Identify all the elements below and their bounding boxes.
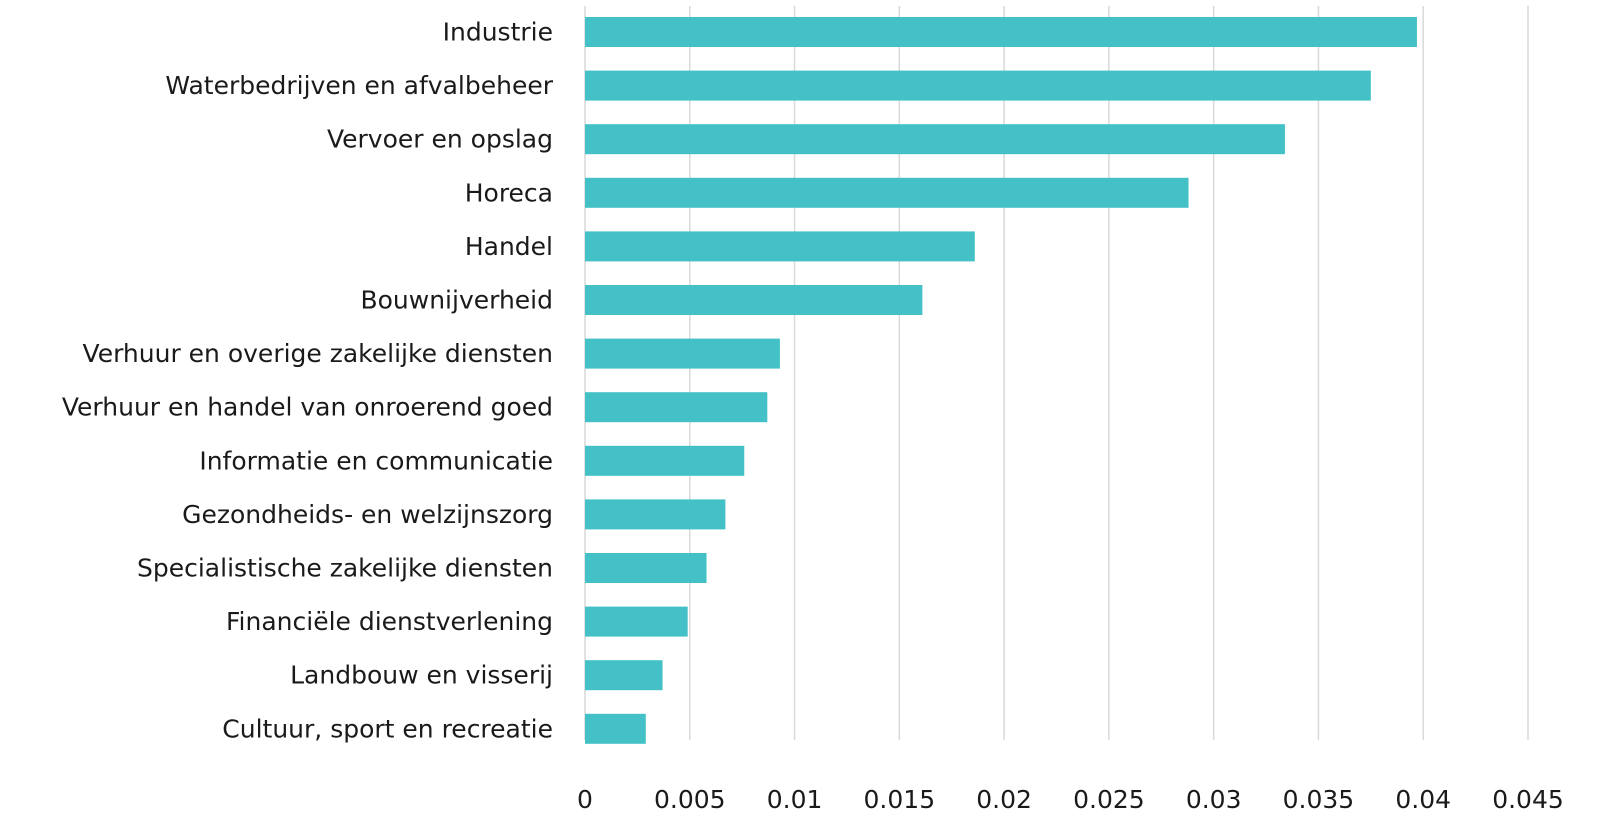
- bar: [585, 70, 1371, 101]
- bar: [585, 445, 745, 476]
- category-label: Financiële dienstverlening: [226, 607, 553, 636]
- bar: [585, 392, 768, 423]
- bar: [585, 606, 688, 637]
- x-tick-label: 0.01: [767, 785, 823, 814]
- x-tick-label: 0.005: [654, 785, 726, 814]
- category-label: Verhuur en handel van onroerend goed: [62, 393, 553, 422]
- category-label: Gezondheids- en welzijnszorg: [182, 500, 553, 529]
- gridlines: [584, 6, 1529, 740]
- category-label: Verhuur en overige zakelijke diensten: [83, 339, 553, 368]
- x-tick-label: 0.025: [1073, 785, 1145, 814]
- bar: [585, 660, 663, 691]
- bar: [585, 124, 1285, 155]
- x-tick-label: 0.02: [976, 785, 1032, 814]
- x-axis-tick-labels: 0 0.005 0.01 0.015 0.02 0.025 0.03 0.035 0.04 0.0…: [577, 785, 1564, 814]
- x-tick-label: 0.045: [1492, 785, 1564, 814]
- bar: [585, 553, 707, 583]
- x-tick-label: 0.04: [1395, 785, 1451, 814]
- bar: [585, 231, 975, 262]
- bar: [585, 499, 726, 530]
- bar: [585, 17, 1417, 47]
- category-label: Waterbedrijven en afvalbeheer: [165, 71, 553, 100]
- category-label: Informatie en communicatie: [199, 446, 553, 475]
- category-label: Landbouw en visserij: [290, 661, 553, 690]
- category-label: Horeca: [465, 178, 553, 207]
- category-label: Handel: [465, 232, 553, 261]
- category-label: Industrie: [443, 18, 553, 47]
- bar: [585, 285, 923, 315]
- category-label: Cultuur, sport en recreatie: [222, 714, 553, 743]
- category-label: Vervoer en opslag: [327, 125, 553, 154]
- x-tick-label: 0: [577, 785, 593, 814]
- x-tick-label: 0.015: [864, 785, 936, 814]
- bar: [585, 338, 780, 369]
- category-label: Specialistische zakelijke diensten: [137, 554, 553, 583]
- category-label: Bouwnijverheid: [360, 286, 553, 315]
- bar: [585, 177, 1189, 208]
- category-labels: Industrie Waterbedrijven en afvalbeheer Ve…: [62, 18, 554, 744]
- bars: [585, 17, 1417, 744]
- x-tick-label: 0.03: [1186, 785, 1242, 814]
- bar: [585, 713, 646, 744]
- x-tick-label: 0.035: [1283, 785, 1355, 814]
